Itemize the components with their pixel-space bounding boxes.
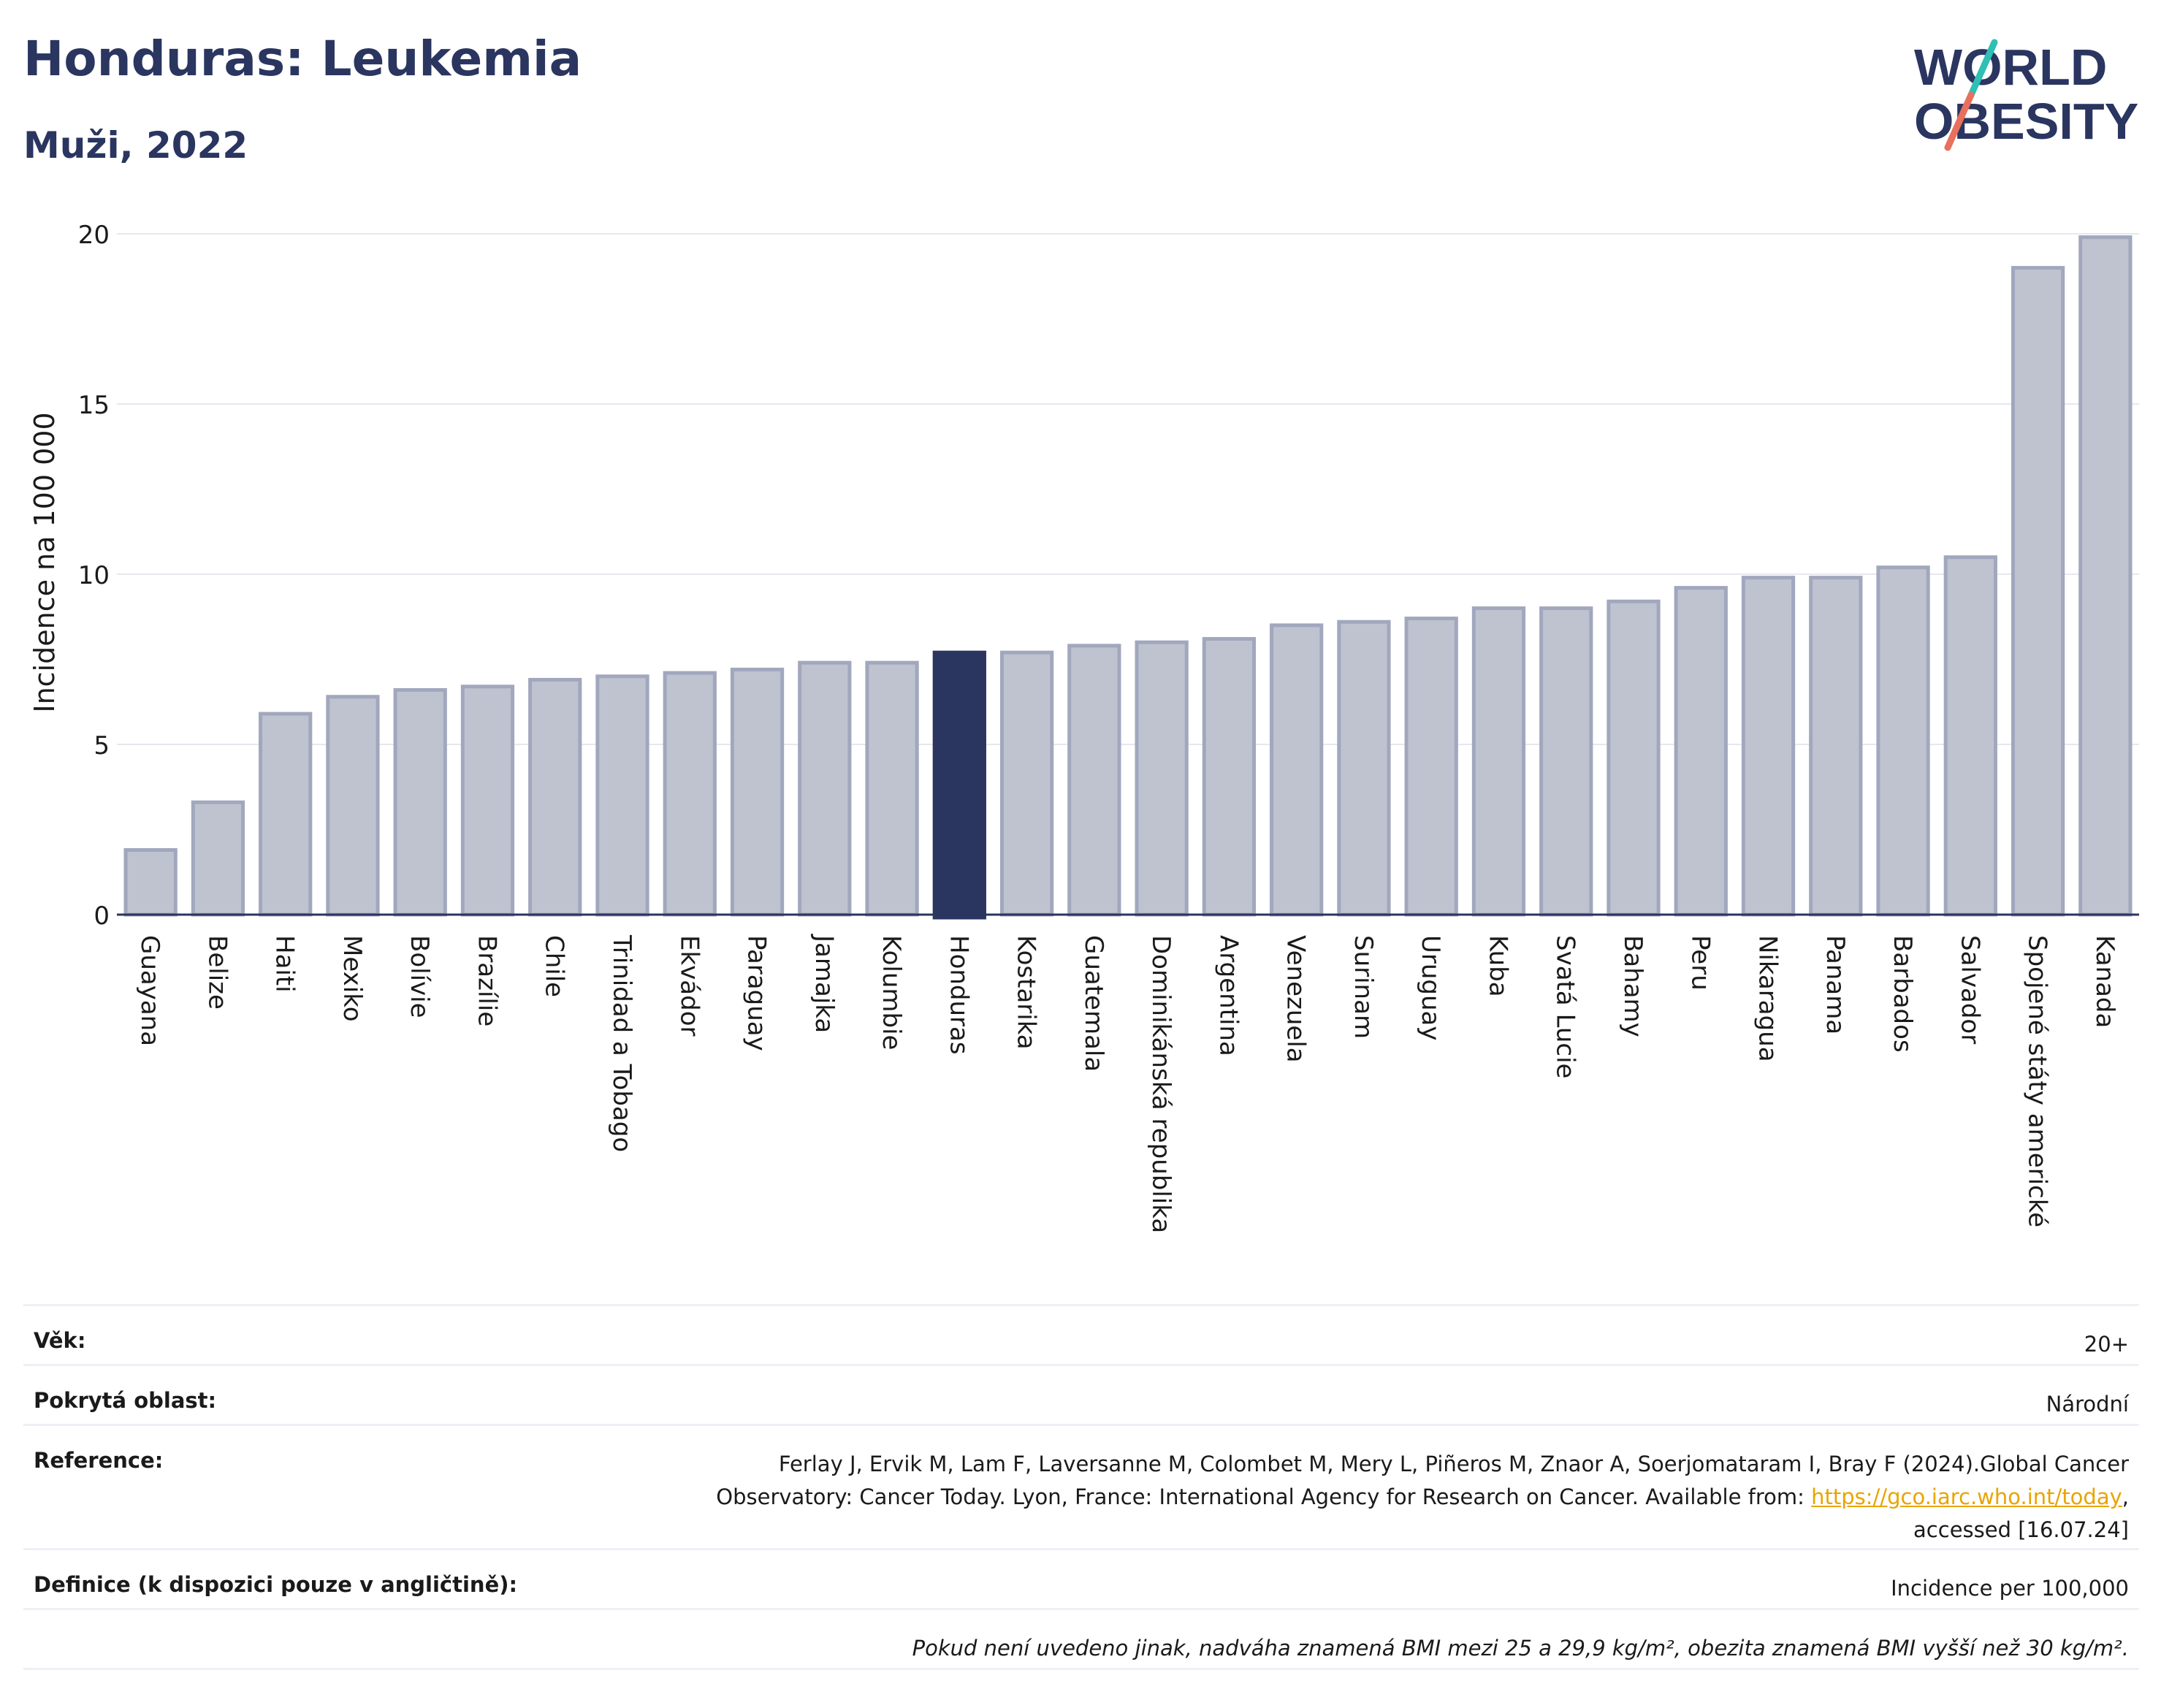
- x-tick-label: Kuba: [1483, 935, 1512, 997]
- page-title: Honduras: Leukemia: [23, 31, 582, 87]
- bar: [1067, 644, 1121, 917]
- x-tick-label: Chile: [540, 935, 569, 997]
- x-tick-label: Svatá Lucie: [1551, 935, 1580, 1078]
- bar: [932, 650, 986, 920]
- y-axis-label: Incidence na 100 000: [28, 412, 61, 712]
- logo-word-world: WORLD: [1914, 39, 2107, 96]
- bar: [1741, 576, 1796, 917]
- info-row-area: Pokrytá oblast: Národní: [23, 1364, 2139, 1424]
- info-row-reference: Reference: Ferlay J, Ervik M, Lam F, Lav…: [23, 1424, 2139, 1548]
- y-tick-label: 20: [78, 221, 110, 250]
- y-tick-label: 15: [78, 391, 110, 420]
- bar: [1607, 599, 1661, 917]
- reference-link[interactable]: https://gco.iarc.who.int/today: [1811, 1484, 2122, 1509]
- x-tick-label: Kanada: [2090, 935, 2119, 1028]
- bar: [1674, 586, 1728, 917]
- grid-lines: [117, 233, 2139, 745]
- y-tick-labels: 0 5 10 15 20: [78, 221, 110, 931]
- logo-slash-coral: [1944, 91, 1975, 151]
- reference-value: Ferlay J, Ervik M, Lam F, Laversanne M, …: [716, 1448, 2129, 1547]
- age-value: 20+: [2084, 1332, 2129, 1357]
- x-tick-label: Honduras: [944, 935, 973, 1055]
- bar: [326, 695, 380, 917]
- bar: [1809, 576, 1863, 917]
- bars: [117, 235, 2139, 920]
- x-tick-label: Bahamy: [1618, 935, 1647, 1037]
- x-tick-label: Belize: [202, 935, 232, 1010]
- bar: [259, 712, 313, 917]
- reference-label: Reference:: [34, 1448, 164, 1473]
- x-tick-label: Peru: [1685, 935, 1715, 991]
- info-row-note: Pokud není uvedeno jinak, nadváha znamen…: [23, 1608, 2139, 1668]
- bar: [1943, 555, 1997, 917]
- x-tick-label: Panama: [1821, 935, 1850, 1034]
- x-tick-label: Uruguay: [1416, 935, 1445, 1041]
- age-label: Věk:: [34, 1328, 86, 1353]
- bar: [1404, 617, 1458, 917]
- definition-value: Incidence per 100,000: [1891, 1576, 2129, 1601]
- bar: [1337, 619, 1391, 917]
- page-subtitle: Muži, 2022: [23, 124, 248, 167]
- bar: [1202, 637, 1257, 917]
- bar: [730, 667, 785, 917]
- x-tick-label: Trinidad a Tobago: [607, 934, 636, 1152]
- x-tick-label: Spojené státy americké: [2023, 935, 2052, 1227]
- world-obesity-logo: WORLD OBESITY: [1914, 39, 2138, 151]
- bar: [191, 800, 245, 917]
- x-tick-labels: Guayana Belize Haiti Mexiko Bolívie Brazílie C…: [135, 934, 2119, 1233]
- info-table: Věk: 20+ Pokrytá oblast: Národní Referen…: [23, 1304, 2139, 1670]
- y-tick-label: 5: [94, 731, 110, 760]
- reference-text-2: Observatory: Cancer Today. Lyon, France:…: [716, 1484, 1812, 1509]
- bar: [393, 687, 447, 917]
- x-tick-label: Brazílie: [472, 935, 501, 1026]
- bar: [1270, 623, 1324, 917]
- info-row-definition: Definice (k dispozici pouze v angličtině…: [23, 1548, 2139, 1608]
- x-tick-label: Guayana: [135, 935, 164, 1046]
- x-tick-label: Mexiko: [338, 935, 367, 1022]
- x-tick-label: Barbados: [1888, 935, 1917, 1053]
- x-tick-label: Venezuela: [1281, 935, 1311, 1063]
- logo-slash-teal: [1967, 39, 1998, 99]
- bar: [2078, 235, 2133, 917]
- x-tick-label: Salvador: [1955, 935, 1984, 1044]
- info-bottom-divider: [23, 1668, 2139, 1670]
- x-tick-label: Argentina: [1213, 935, 1243, 1056]
- bar: [460, 685, 515, 917]
- bar: [528, 677, 582, 917]
- x-tick-label: Ekvádor: [674, 935, 704, 1037]
- bar: [999, 650, 1054, 917]
- bar: [865, 660, 919, 917]
- area-value: Národní: [2046, 1392, 2129, 1417]
- x-tick-label: Paraguay: [742, 935, 771, 1051]
- bar: [1539, 606, 1593, 917]
- x-tick-label: Haiti: [270, 935, 300, 993]
- bar: [798, 660, 852, 917]
- bar: [123, 847, 178, 917]
- bar: [663, 671, 717, 917]
- x-tick-label: Dominikánská republika: [1146, 935, 1175, 1233]
- area-label: Pokrytá oblast:: [34, 1388, 217, 1413]
- x-tick-label: Kostarika: [1012, 935, 1041, 1050]
- x-tick-label: Guatemala: [1079, 935, 1108, 1072]
- bar: [595, 674, 649, 917]
- bar-chart: 0 5 10 15 20 Guayana Belize Haiti Mexiko Bolívie…: [28, 221, 2139, 1233]
- x-tick-label: Jamajka: [809, 934, 839, 1033]
- reference-text-3: ,: [2122, 1484, 2129, 1509]
- x-tick-label: Bolívie: [405, 935, 434, 1018]
- bar: [2011, 266, 2065, 917]
- y-tick-label: 10: [78, 561, 110, 590]
- reference-text-4: accessed [16.07.24]: [1913, 1517, 2129, 1542]
- x-tick-label: Surinam: [1349, 935, 1378, 1039]
- definition-label: Definice (k dispozici pouze v angličtině…: [34, 1572, 518, 1597]
- x-tick-label: Kolumbie: [877, 935, 906, 1050]
- bmi-note: Pokud není uvedeno jinak, nadváha znamen…: [912, 1636, 2129, 1661]
- bar: [1135, 640, 1189, 917]
- bar: [1471, 606, 1526, 917]
- reference-text-1: Ferlay J, Ervik M, Lam F, Laversanne M, …: [778, 1452, 2129, 1476]
- y-tick-label: 0: [94, 901, 110, 931]
- info-row-age: Věk: 20+: [23, 1304, 2139, 1364]
- bar: [1876, 565, 1930, 917]
- x-tick-label: Nikaragua: [1753, 935, 1783, 1062]
